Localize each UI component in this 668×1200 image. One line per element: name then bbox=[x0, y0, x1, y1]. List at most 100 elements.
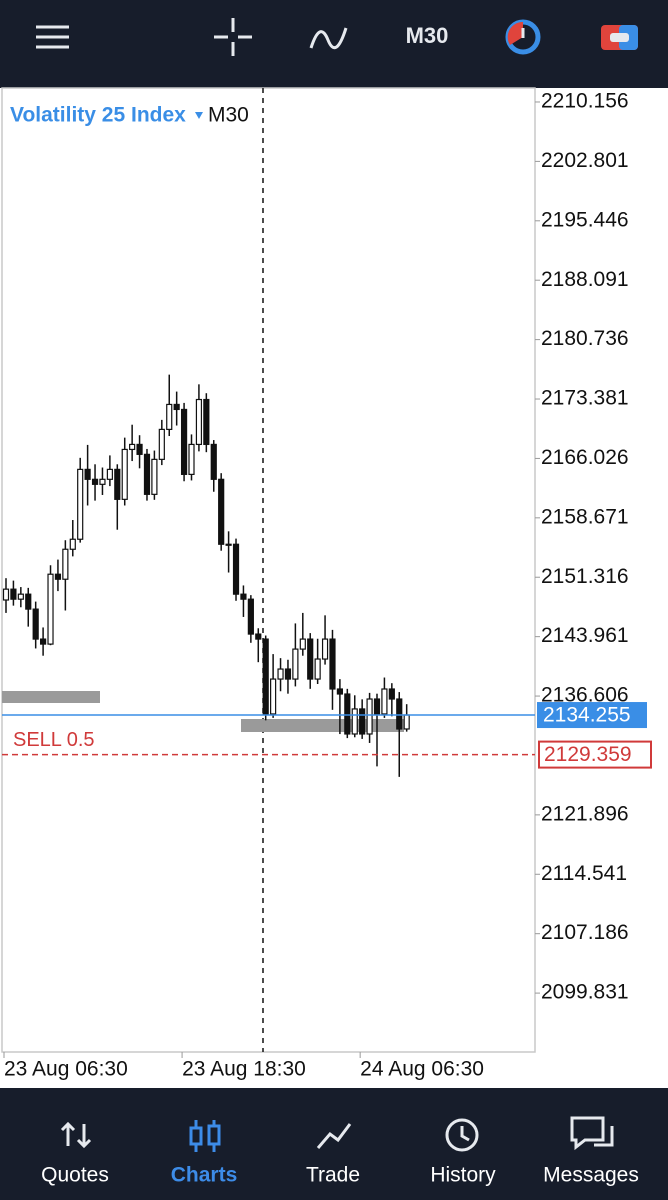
bottom-nav bbox=[0, 1088, 668, 1200]
crosshair-button[interactable] bbox=[214, 18, 252, 56]
candle-body bbox=[91, 478, 99, 485]
y-tick-label: 2180.736 bbox=[541, 327, 629, 350]
candle-body bbox=[99, 478, 106, 485]
x-tick-label: 24 Aug 06:30 bbox=[360, 1058, 484, 1081]
candle-body bbox=[344, 693, 351, 735]
candle-body bbox=[262, 638, 269, 715]
nav-icon bbox=[60, 1116, 614, 1152]
candle-body bbox=[32, 608, 39, 640]
order-label: SELL 0.5 bbox=[13, 729, 95, 751]
candle-body bbox=[151, 458, 158, 495]
nav-icon bbox=[189, 1120, 221, 1152]
y-tick-label: 2158.671 bbox=[541, 505, 629, 528]
candle-body bbox=[388, 688, 395, 700]
y-tick-label: 2136.606 bbox=[541, 684, 629, 707]
y-tick-label: 2210.156 bbox=[541, 90, 629, 113]
candle-body bbox=[54, 573, 62, 580]
nav-label[interactable]: Charts bbox=[171, 1164, 238, 1187]
y-tick-label: 2188.091 bbox=[541, 268, 629, 291]
y-tick-label: 2202.801 bbox=[541, 149, 629, 172]
candle-body bbox=[210, 443, 217, 480]
candle-body bbox=[255, 633, 262, 640]
candle-body bbox=[218, 478, 225, 545]
order-price-box bbox=[538, 740, 652, 769]
trade-button[interactable] bbox=[601, 25, 638, 50]
candle-body bbox=[396, 698, 403, 730]
order-price-label: 2129.359 bbox=[544, 743, 632, 766]
chart-timeframe: M30 bbox=[208, 104, 249, 127]
candle-body bbox=[10, 588, 17, 600]
candle-body bbox=[307, 638, 314, 680]
level-marker bbox=[2, 691, 100, 703]
candle-body bbox=[351, 708, 358, 735]
candle-body bbox=[314, 658, 321, 680]
candle-body bbox=[336, 688, 343, 695]
candle-body bbox=[2, 588, 10, 601]
candle-body bbox=[203, 398, 210, 446]
level-marker bbox=[241, 719, 404, 732]
y-tick-label: 2195.446 bbox=[541, 208, 629, 231]
candle-body bbox=[158, 428, 165, 460]
candle-body bbox=[232, 543, 240, 595]
candle-body bbox=[292, 648, 299, 680]
candle-body bbox=[225, 543, 232, 546]
candle-body bbox=[39, 638, 47, 645]
candle-body bbox=[366, 698, 373, 735]
candle-body bbox=[129, 443, 136, 451]
candle-body bbox=[84, 468, 91, 480]
y-tick-label: 2114.541 bbox=[541, 862, 627, 885]
candle-body bbox=[277, 668, 284, 680]
candle-body bbox=[47, 573, 54, 645]
candle-body bbox=[403, 714, 410, 730]
candle-body bbox=[173, 403, 180, 411]
candle-body bbox=[195, 398, 203, 446]
candle-body bbox=[121, 448, 128, 500]
candle-body bbox=[373, 698, 381, 715]
candle-body bbox=[321, 638, 329, 660]
nav-label[interactable]: Messages bbox=[543, 1164, 639, 1187]
candle-body bbox=[69, 538, 76, 550]
candle-body bbox=[106, 468, 113, 480]
y-tick-label: 2166.026 bbox=[541, 446, 629, 469]
candle-body bbox=[114, 468, 121, 500]
candle-body bbox=[166, 403, 173, 430]
candle-body bbox=[247, 598, 254, 635]
current-price-box bbox=[537, 702, 647, 729]
candle-body bbox=[143, 453, 151, 495]
candle-body bbox=[62, 548, 69, 580]
nav-label[interactable]: Quotes bbox=[41, 1164, 109, 1187]
candle-body bbox=[270, 678, 277, 715]
candle-body bbox=[17, 593, 24, 600]
candle-body bbox=[359, 708, 366, 735]
x-tick-label: 23 Aug 18:30 bbox=[182, 1058, 306, 1081]
y-tick-label: 2107.186 bbox=[541, 921, 629, 944]
candle-body bbox=[77, 468, 84, 540]
nav-label[interactable]: Trade bbox=[306, 1164, 360, 1187]
chart-frame bbox=[1, 87, 536, 1053]
symbol-dropdown[interactable] bbox=[195, 112, 203, 119]
y-tick-label: 2121.896 bbox=[541, 802, 629, 825]
y-tick-label: 2173.381 bbox=[541, 387, 629, 410]
x-tick-label: 23 Aug 06:30 bbox=[4, 1058, 128, 1081]
top-bar bbox=[0, 0, 668, 88]
candle-body bbox=[299, 638, 306, 650]
clock-button[interactable] bbox=[505, 19, 541, 55]
y-tick-label: 2151.316 bbox=[541, 565, 629, 588]
y-tick-label: 2143.961 bbox=[541, 624, 629, 647]
candle-body bbox=[329, 638, 336, 690]
candle-body bbox=[188, 443, 195, 475]
candle-body bbox=[240, 593, 247, 600]
y-tick-label: 2099.831 bbox=[541, 981, 629, 1004]
candle-body bbox=[180, 408, 188, 475]
menu-button[interactable] bbox=[36, 25, 69, 49]
nav-label[interactable]: History bbox=[430, 1164, 496, 1187]
timeframe-button[interactable]: M30 bbox=[406, 23, 449, 48]
candle-body bbox=[284, 668, 292, 680]
candle-body bbox=[381, 688, 388, 715]
indicators-button[interactable] bbox=[309, 27, 348, 50]
candle-body bbox=[136, 443, 143, 455]
candle-body bbox=[25, 593, 32, 610]
symbol-name[interactable]: Volatility 25 Index bbox=[10, 104, 186, 127]
current-price-label: 2134.255 bbox=[543, 704, 631, 727]
